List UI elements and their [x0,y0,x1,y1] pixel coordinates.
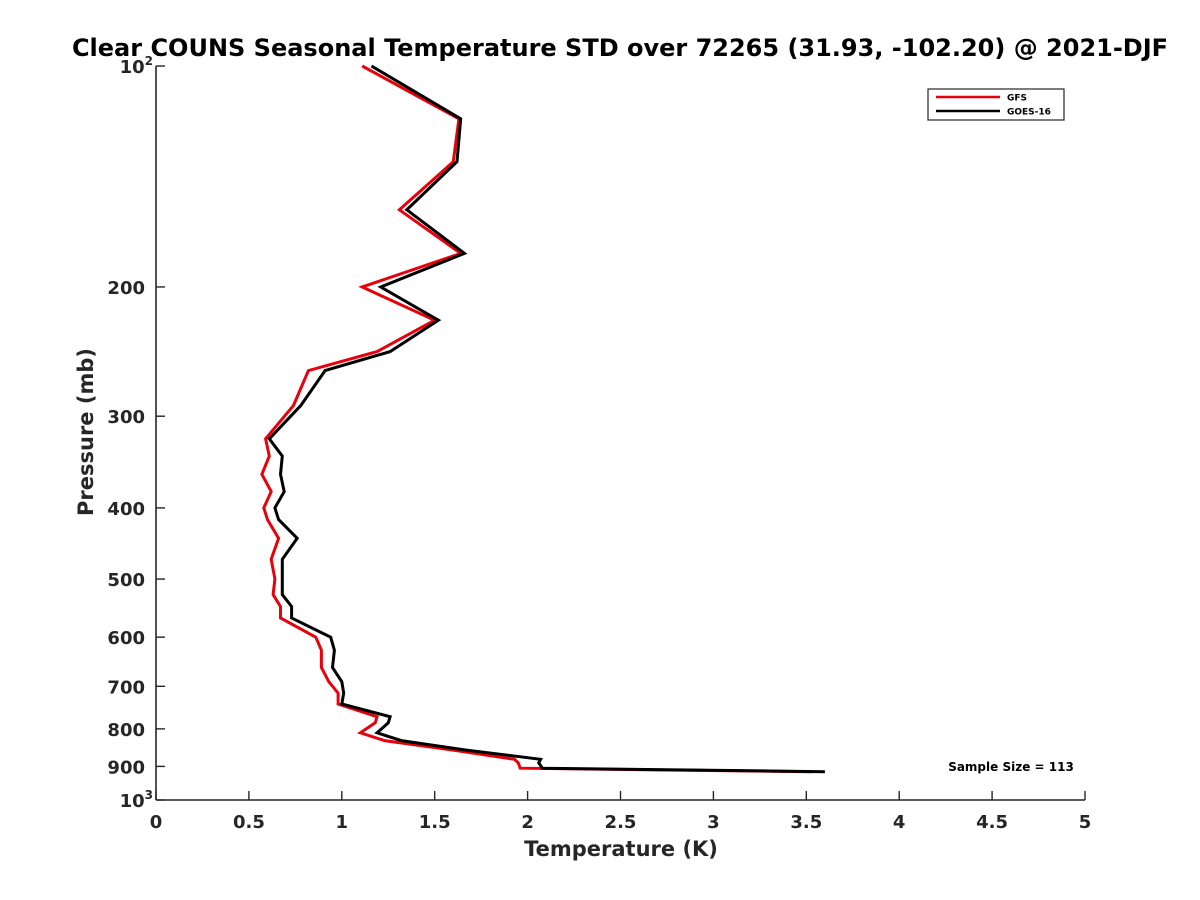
x-tick-label: 1.5 [419,812,451,833]
y-axis-ticks: 102 200 300 400 500 600 700 800 900 103 [107,54,165,812]
y-tick-label: 500 [107,570,145,591]
x-tick-label: 3 [707,812,720,833]
legend-box [927,88,1065,121]
x-axis-ticks: 0 0.5 1 1.5 2 2.5 3 3.5 4 4.5 5 [150,791,1092,833]
x-tick-label: 4.5 [976,812,1008,833]
sample-size-annotation: Sample Size = 113 [948,760,1074,774]
y-tick-label: 900 [107,757,145,778]
y-tick-label: 102 [120,54,153,78]
legend-label: GOES-16 [1007,108,1051,118]
series-line-gfs [260,64,812,774]
chart-title: Clear COUNS Seasonal Temperature STD ove… [72,34,1168,62]
x-tick-label: 4 [893,812,906,833]
x-tick-label: 3.5 [790,812,822,833]
y-tick-label: 400 [107,499,145,520]
y-axis-label: Pressure (mb) [74,348,98,516]
x-tick-label: 0.5 [233,812,265,833]
x-tick-label: 1 [336,812,349,833]
series-layer [260,64,825,774]
y-tick-label: 300 [107,407,145,428]
x-tick-label: 5 [1079,812,1092,833]
y-tick-label: 700 [107,677,145,698]
x-tick-label: 0 [150,812,163,833]
legend: GFS GOES-16 [927,88,1065,121]
x-axis-label: Temperature (K) [524,837,718,861]
x-tick-label: 2.5 [605,812,637,833]
y-tick-label: 600 [107,628,145,649]
y-tick-label: 103 [120,788,153,812]
y-tick-label: 200 [107,278,145,299]
plot-area [155,66,1085,801]
x-tick-label: 2 [521,812,534,833]
series-line-goes-16 [267,64,825,774]
legend-label: GFS [1007,94,1027,104]
y-tick-label: 800 [107,720,145,741]
